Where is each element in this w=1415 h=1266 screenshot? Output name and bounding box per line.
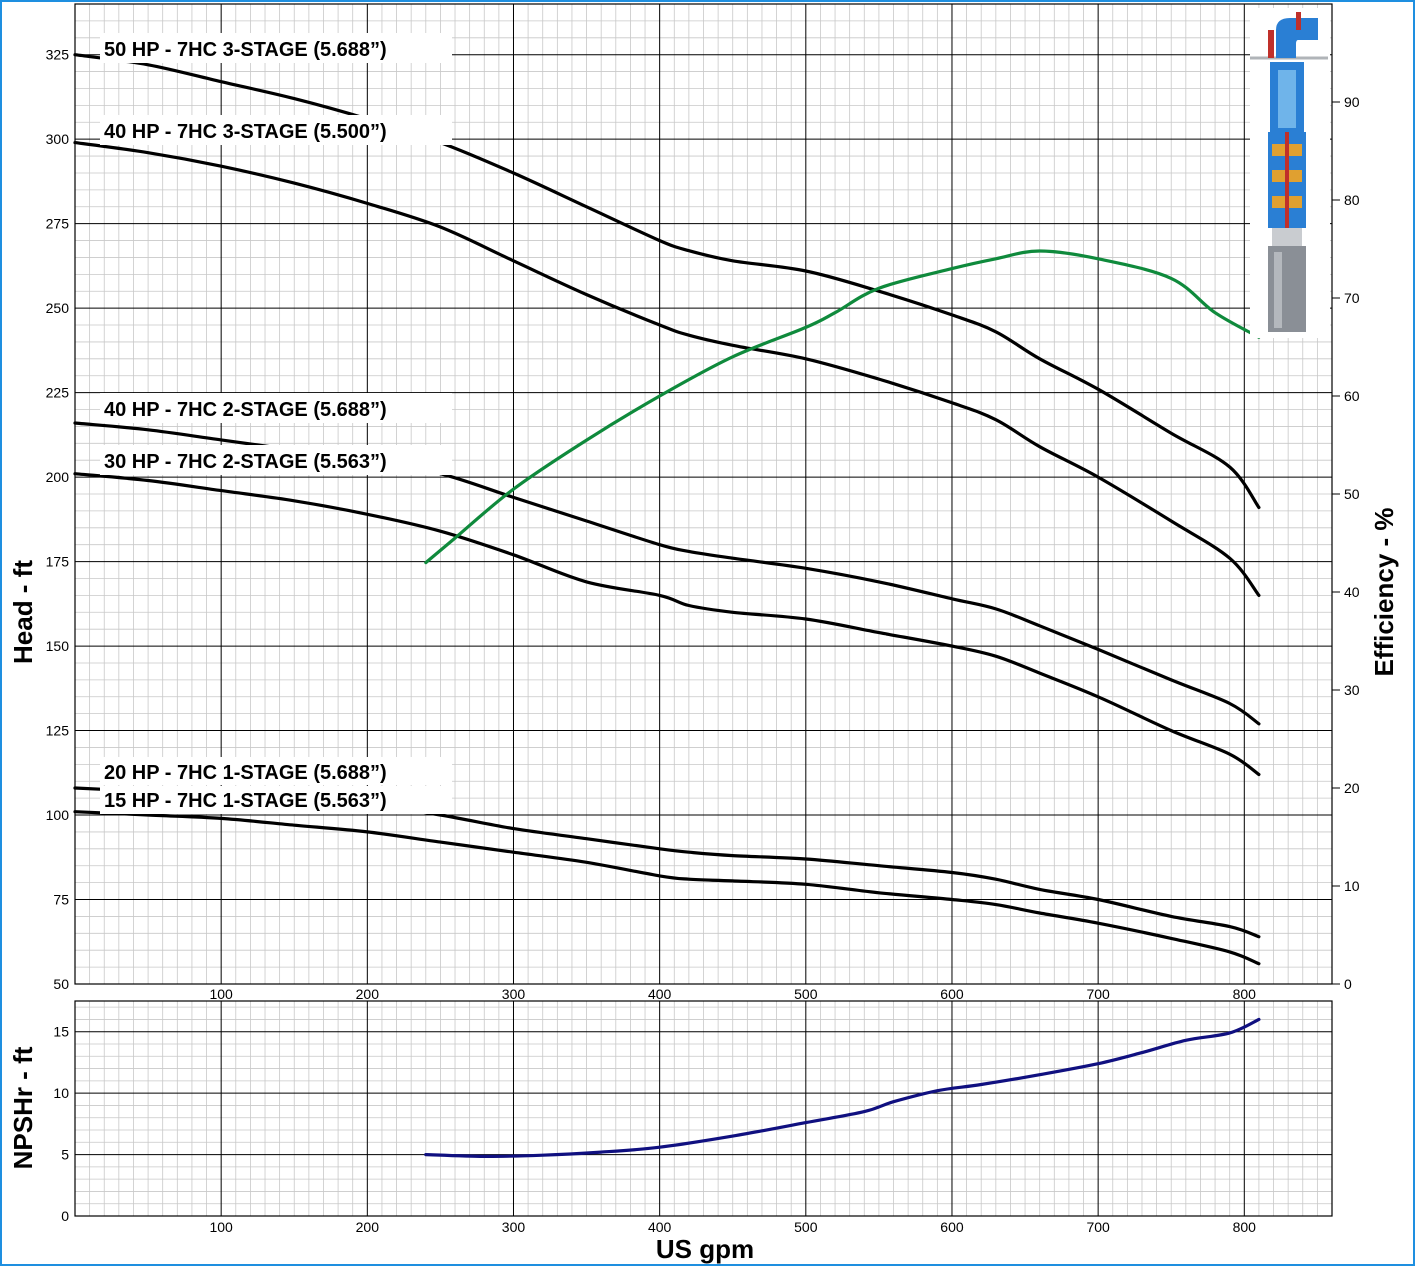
head-tick-label: 175 <box>46 554 70 570</box>
head-tick-label: 125 <box>46 723 70 739</box>
efficiency-tick-label: 20 <box>1344 780 1360 796</box>
curve-label-40hp-2stage: 40 HP - 7HC 2-STAGE (5.688”) <box>100 393 452 423</box>
curve-label-text: 15 HP - 7HC 1-STAGE (5.563”) <box>104 790 387 812</box>
tick-labels: 5075100125150175200225250275300325010203… <box>46 47 1360 1235</box>
head-curve-3 <box>73 472 1261 777</box>
head-tick-label: 100 <box>46 807 70 823</box>
head-axis-title: Head - ft <box>8 560 38 664</box>
efficiency-tick-label: 80 <box>1344 192 1360 208</box>
flow-tick-label-bottom: 600 <box>940 1219 964 1235</box>
flow-tick-label-top: 800 <box>1233 986 1257 1002</box>
flow-tick-label-bottom: 800 <box>1233 1219 1257 1235</box>
flow-tick-label-bottom: 200 <box>356 1219 380 1235</box>
npshr-plot-grid <box>74 1000 1333 1217</box>
head-tick-label: 300 <box>46 131 70 147</box>
flow-axis-title: US gpm <box>656 1234 754 1264</box>
flow-tick-label-top: 600 <box>940 986 964 1002</box>
head-tick-label: 50 <box>53 976 69 992</box>
curve-label-40hp-3stage: 40 HP - 7HC 3-STAGE (5.500”) <box>100 115 452 145</box>
efficiency-tick-label: 90 <box>1344 94 1360 110</box>
npshr-tick-label: 5 <box>61 1147 69 1163</box>
flow-tick-label-top: 100 <box>209 986 233 1002</box>
flow-tick-label-top: 500 <box>794 986 818 1002</box>
head-curve-0 <box>73 53 1261 510</box>
efficiency-curve <box>424 249 1261 565</box>
flow-tick-label-top: 300 <box>502 986 526 1002</box>
efficiency-tick-label: 30 <box>1344 682 1360 698</box>
curve-label-text: 40 HP - 7HC 2-STAGE (5.688”) <box>104 399 387 421</box>
efficiency-axis-title: Efficiency - % <box>1369 507 1399 676</box>
head-tick-label: 75 <box>53 892 69 908</box>
flow-tick-label-top: 700 <box>1086 986 1110 1002</box>
flow-tick-label-bottom: 100 <box>209 1219 233 1235</box>
flow-tick-label-bottom: 500 <box>794 1219 818 1235</box>
npshr-tick-label: 0 <box>61 1208 69 1224</box>
head-tick-label: 275 <box>46 216 70 232</box>
head-plot-grid <box>74 3 1333 985</box>
efficiency-tick-label: 10 <box>1344 878 1360 894</box>
curve-label-30hp-2stage: 30 HP - 7HC 2-STAGE (5.563”) <box>100 445 452 475</box>
curve-label-20hp-1stage: 20 HP - 7HC 1-STAGE (5.688”) <box>100 757 452 785</box>
flow-tick-label-bottom: 400 <box>648 1219 672 1235</box>
head-tick-label: 225 <box>46 385 70 401</box>
npshr-curve <box>424 1017 1261 1159</box>
curve-label-text: 40 HP - 7HC 3-STAGE (5.500”) <box>104 121 387 143</box>
submersible-pump-cutaway <box>1250 8 1330 338</box>
head-tick-label: 200 <box>46 469 70 485</box>
curve-label-50hp-3stage: 50 HP - 7HC 3-STAGE (5.688”) <box>100 33 452 63</box>
efficiency-tick-label: 0 <box>1344 976 1352 992</box>
curve-label-text: 50 HP - 7HC 3-STAGE (5.688”) <box>104 39 387 61</box>
curve-label-15hp-1stage: 15 HP - 7HC 1-STAGE (5.563”) <box>100 786 452 814</box>
efficiency-tick-label: 70 <box>1344 290 1360 306</box>
head-tick-label: 150 <box>46 638 70 654</box>
npshr-axis-title: NPSHr - ft <box>8 1046 38 1169</box>
head-tick-label: 325 <box>46 47 70 63</box>
head-tick-label: 250 <box>46 300 70 316</box>
flow-tick-label-bottom: 300 <box>502 1219 526 1235</box>
npshr-tick-label: 10 <box>53 1085 69 1101</box>
curve-label-text: 30 HP - 7HC 2-STAGE (5.563”) <box>104 451 387 473</box>
efficiency-tick-label: 60 <box>1344 388 1360 404</box>
head-curve-1 <box>73 141 1261 597</box>
flow-tick-label-top: 400 <box>648 986 672 1002</box>
head-curve-5 <box>73 810 1261 966</box>
efficiency-tick-label: 50 <box>1344 486 1360 502</box>
curve-label-text: 20 HP - 7HC 1-STAGE (5.688”) <box>104 762 387 784</box>
npshr-tick-label: 15 <box>53 1024 69 1040</box>
flow-tick-label-top: 200 <box>356 986 380 1002</box>
flow-tick-label-bottom: 700 <box>1086 1219 1110 1235</box>
npshr-plot-border <box>74 1000 1333 1217</box>
efficiency-tick-label: 40 <box>1344 584 1360 600</box>
